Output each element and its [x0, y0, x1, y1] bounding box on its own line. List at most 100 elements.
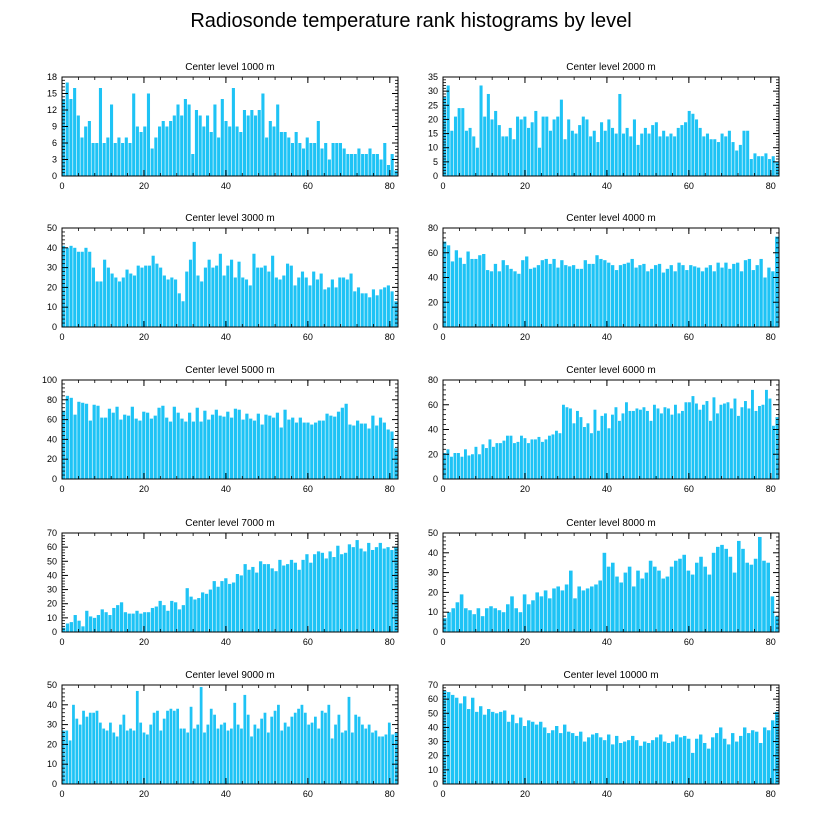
histogram-bar — [570, 130, 574, 176]
histogram-bar — [615, 576, 619, 632]
histogram-bar — [228, 583, 232, 632]
histogram-bar — [313, 554, 317, 632]
x-tick-label: 60 — [684, 789, 694, 799]
histogram-bar — [287, 726, 290, 784]
histogram-bar — [255, 572, 259, 632]
y-tick-label: 60 — [47, 542, 57, 552]
histogram-bar — [73, 247, 77, 327]
histogram-bar — [297, 569, 301, 632]
histogram-bar — [189, 706, 193, 784]
histogram-bar — [702, 404, 705, 479]
histogram-bar — [247, 569, 251, 632]
histogram-bar — [111, 412, 115, 479]
histogram-bar — [95, 281, 99, 327]
histogram-bar — [196, 275, 200, 327]
histogram-bar — [217, 137, 221, 176]
histogram-bar — [333, 416, 337, 479]
histogram-bar — [704, 267, 709, 327]
histogram-bar — [719, 404, 723, 479]
histogram-bar — [523, 116, 527, 176]
histogram-bar — [537, 147, 542, 176]
histogram-bar — [775, 236, 779, 327]
histogram-bar — [364, 154, 368, 176]
histogram-bar — [300, 271, 305, 327]
y-tick-label: 0 — [52, 474, 57, 484]
y-tick-label: 60 — [428, 400, 438, 410]
histogram-bar — [715, 733, 719, 784]
histogram-bar — [577, 586, 581, 632]
histogram-bar — [87, 121, 91, 176]
histogram-bar — [115, 406, 119, 479]
histogram-bar — [176, 104, 180, 176]
histogram-bar — [143, 126, 147, 176]
histogram-bar — [574, 133, 578, 176]
histogram-bar — [587, 737, 591, 784]
histogram-bar — [62, 730, 65, 784]
histogram-bar — [213, 104, 217, 176]
histogram-bar — [161, 405, 165, 479]
histogram-bar — [695, 738, 699, 784]
histogram-bar — [151, 255, 155, 327]
histogram-bar — [493, 263, 498, 327]
histogram-bar — [525, 256, 529, 327]
histogram-bar — [390, 154, 394, 176]
histogram-bar — [201, 592, 205, 632]
histogram-bar — [771, 271, 775, 327]
histogram-bar — [191, 154, 195, 176]
histogram-bar — [142, 732, 146, 784]
histogram-bar — [330, 279, 334, 327]
histogram-bar — [443, 453, 446, 479]
histogram-bar — [754, 410, 758, 479]
histogram-bar — [226, 730, 230, 784]
histogram-bar — [387, 722, 391, 784]
histogram-bar — [258, 561, 263, 632]
histogram-bar — [543, 590, 548, 632]
histogram-bar — [162, 605, 166, 632]
histogram-bar — [458, 257, 462, 327]
panel-title: Center level 3000 m — [185, 213, 275, 224]
x-tick-label: 0 — [59, 484, 64, 494]
histogram-bar — [590, 433, 593, 479]
histogram-bar — [359, 548, 363, 632]
histogram-bar — [459, 594, 464, 632]
histogram-bar — [615, 735, 619, 784]
histogram-bar — [679, 737, 683, 784]
histogram-bar — [767, 267, 771, 327]
panel-title: Center level 2000 m — [566, 62, 656, 73]
histogram-bar — [703, 742, 707, 784]
histogram-bar — [711, 552, 716, 632]
y-tick-label: 60 — [428, 694, 438, 704]
histogram-bar — [454, 250, 459, 327]
histogram-bar — [530, 439, 534, 479]
histogram-bar — [528, 268, 533, 327]
y-tick-label: 30 — [47, 585, 57, 595]
histogram-bar — [272, 417, 276, 479]
histogram-bar — [505, 265, 509, 328]
x-tick-label: 0 — [440, 637, 445, 647]
histogram-bar — [760, 156, 764, 176]
histogram-bar — [720, 133, 724, 176]
histogram-bar — [556, 116, 560, 176]
x-tick-label: 40 — [602, 181, 612, 191]
x-tick-label: 80 — [766, 637, 776, 647]
y-tick-label: 60 — [428, 248, 438, 258]
histogram-bar — [121, 277, 125, 327]
histogram-bar — [208, 589, 213, 632]
histogram-bar — [655, 737, 659, 784]
histogram-bar — [572, 423, 576, 479]
histogram-bar — [156, 710, 159, 784]
histogram-bar — [494, 110, 498, 176]
histogram-bar — [626, 262, 630, 327]
histogram-bar — [199, 421, 203, 479]
histogram-bar — [475, 147, 479, 176]
histogram-bar — [603, 740, 607, 784]
histogram-bar — [235, 574, 240, 632]
histogram-bar — [316, 551, 321, 632]
histogram-bar — [539, 721, 543, 784]
histogram-bar — [611, 265, 615, 328]
histogram-bar — [220, 581, 224, 632]
histogram-bar — [384, 734, 388, 784]
histogram-bar — [327, 159, 331, 176]
histogram-bar — [320, 710, 324, 784]
histogram-bar — [600, 415, 604, 479]
